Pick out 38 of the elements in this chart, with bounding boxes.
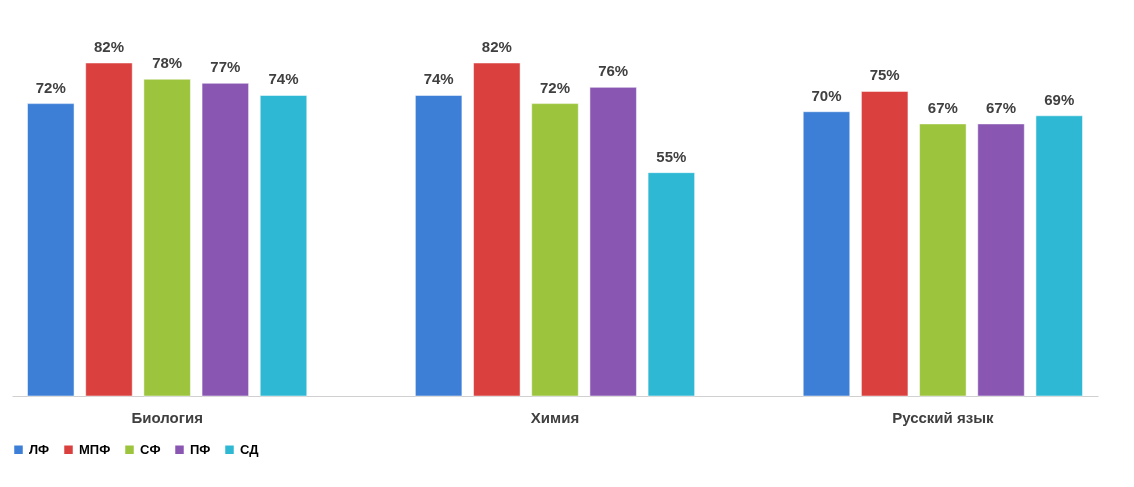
data-label: 77%: [210, 58, 241, 76]
data-label: 78%: [152, 54, 183, 72]
bar: [919, 123, 967, 397]
x-tick-label: Русский язык: [892, 408, 994, 426]
bar: [531, 103, 579, 397]
legend-label: МПФ: [79, 441, 111, 457]
bar: [27, 103, 75, 397]
data-label: 82%: [93, 38, 124, 55]
bar: [802, 111, 851, 397]
data-label: 67%: [927, 98, 958, 116]
bar: [85, 62, 133, 397]
bar: [473, 62, 521, 397]
data-label: 74%: [423, 70, 454, 88]
bar: [977, 123, 1025, 397]
bar: [647, 172, 695, 397]
bar: [259, 95, 308, 397]
bar: [201, 83, 249, 397]
data-label: 75%: [869, 66, 900, 84]
bar: [1035, 115, 1083, 397]
data-label: 69%: [1044, 90, 1075, 108]
data-label: 76%: [598, 62, 629, 80]
data-label: 55%: [656, 147, 687, 165]
bar: [589, 87, 637, 397]
data-label: 74%: [268, 70, 299, 88]
data-label: 82%: [481, 38, 512, 55]
legend-label: СД: [240, 441, 260, 457]
legend-label: ЛФ: [29, 441, 50, 457]
data-label: 72%: [35, 78, 66, 96]
data-label: 67%: [986, 98, 1017, 116]
bar: [415, 95, 463, 397]
data-label: 72%: [539, 78, 571, 96]
legend-label: ПФ: [190, 441, 211, 457]
bar: [861, 91, 909, 397]
x-tick-label: Химия: [530, 408, 580, 426]
data-label: 70%: [811, 86, 842, 104]
x-tick-label: Биология: [131, 408, 203, 426]
legend-label: СФ: [140, 441, 161, 457]
bar: [143, 78, 191, 397]
